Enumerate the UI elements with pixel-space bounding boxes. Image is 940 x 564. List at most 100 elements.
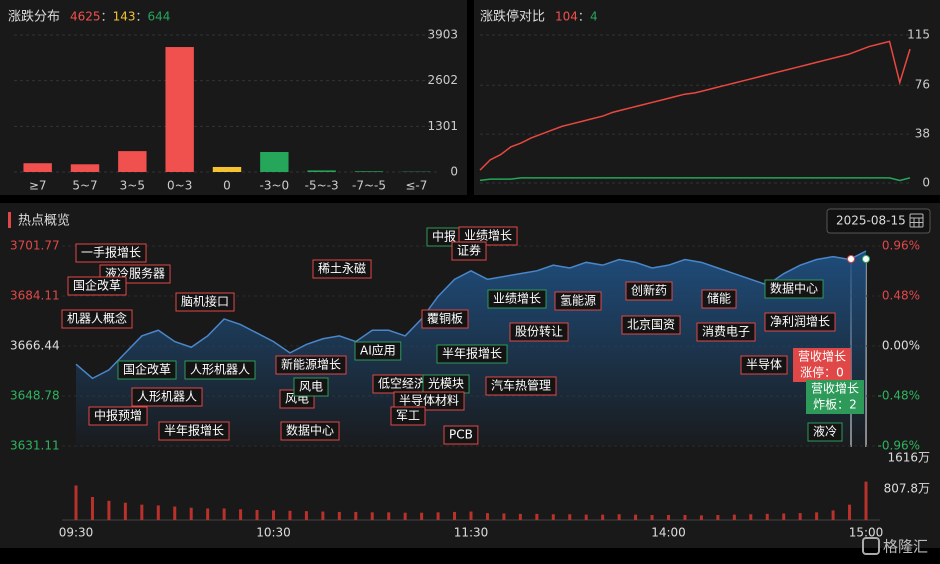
annotation: 半年报增长 xyxy=(442,346,502,361)
volume-bar xyxy=(173,506,177,520)
annotation: 脑机接口 xyxy=(181,294,229,309)
chart-title: 涨跌停对比 xyxy=(480,9,545,25)
separator: ： xyxy=(135,10,147,24)
stat: 104 xyxy=(555,10,578,24)
annotation: 风电 xyxy=(299,380,323,394)
y-tick-label: 1301 xyxy=(427,119,458,133)
annotation-box xyxy=(764,279,824,299)
bar xyxy=(212,166,242,172)
y-tick-label: 3631.11 xyxy=(10,439,60,453)
annotation-box xyxy=(61,309,133,329)
annotation-box xyxy=(554,291,602,311)
volume-bar xyxy=(239,509,243,520)
panel xyxy=(474,0,940,195)
annotation: 汽车热管理 xyxy=(491,378,551,393)
volume-bar xyxy=(716,515,720,520)
chart-title: 热点概览 xyxy=(18,213,70,229)
footer xyxy=(0,548,940,564)
annotation: 一手报增长 xyxy=(81,245,141,260)
annotation: 半导体材料 xyxy=(399,394,459,408)
volume-bar xyxy=(617,514,621,520)
volume-bar xyxy=(420,512,424,520)
volume-bar xyxy=(288,510,292,520)
annotation-box xyxy=(158,421,230,441)
line xyxy=(75,250,867,380)
volume-bar xyxy=(568,514,572,520)
volume-bar xyxy=(206,508,210,520)
y2-tick-label: 0.96% xyxy=(882,239,920,253)
annotation: AI应用 xyxy=(360,343,396,358)
x-tick-label: 5~7 xyxy=(72,179,97,193)
tooltip-text: 炸板：2 xyxy=(813,398,857,412)
volume-tick-label: 1616万 xyxy=(887,451,930,465)
volume-bar xyxy=(189,507,193,520)
volume-bar xyxy=(354,511,358,520)
x-tick-label: -5~-3 xyxy=(305,179,339,193)
annotation: 人形机器人 xyxy=(137,390,197,404)
annotation-box xyxy=(175,292,235,312)
annotation-box xyxy=(696,322,756,342)
stat: 4625 xyxy=(70,10,101,24)
annotation: 军工 xyxy=(396,409,420,423)
volume-bar xyxy=(584,514,588,520)
annotation: 储能 xyxy=(707,291,731,306)
bar xyxy=(70,164,100,172)
bar xyxy=(118,151,147,172)
annotation-box xyxy=(487,289,547,309)
y-tick-label: 3903 xyxy=(427,28,458,42)
line xyxy=(479,40,911,171)
volume-bar xyxy=(90,496,94,520)
volume-bar xyxy=(848,504,852,520)
y2-tick-label: -0.48% xyxy=(878,389,920,403)
tooltip xyxy=(793,348,851,382)
annotation: 半年报增长 xyxy=(164,423,224,438)
annotation-box xyxy=(354,341,402,361)
annotation-box xyxy=(509,322,569,342)
annotation: 半导体 xyxy=(746,358,782,372)
annotation-box xyxy=(293,377,329,397)
x-tick-label: 11:30 xyxy=(454,526,489,540)
annotation: 覆铜板 xyxy=(427,311,463,326)
volume-bar xyxy=(485,513,489,520)
annotation-box xyxy=(443,425,479,445)
date: 2025-08-15 xyxy=(836,214,906,228)
x-tick-label: 3~5 xyxy=(120,179,145,193)
bar xyxy=(260,151,289,172)
volume-bar xyxy=(272,510,275,520)
volume-bar xyxy=(321,511,325,520)
date-picker[interactable] xyxy=(826,208,931,234)
y-tick-label: 3701.77 xyxy=(10,239,60,253)
annotation: 证券 xyxy=(457,243,481,258)
volume-bar xyxy=(469,511,473,520)
cursor-dot xyxy=(847,255,855,263)
annotation-box xyxy=(312,259,372,279)
watermark: 格隆汇 xyxy=(883,538,928,556)
calendar-icon xyxy=(909,213,924,228)
tooltip xyxy=(806,380,864,414)
annotation-box xyxy=(740,355,788,375)
y2-tick-label: 0.00% xyxy=(882,339,920,353)
annotation: 数据中心 xyxy=(770,281,818,296)
x-tick-label: 15:00 xyxy=(849,526,884,540)
bar xyxy=(165,47,194,172)
volume-bar xyxy=(831,510,835,520)
logo-icon xyxy=(862,537,880,555)
bar xyxy=(354,171,384,172)
annotation: 国企改革 xyxy=(73,278,121,293)
annotation-box xyxy=(393,391,465,411)
annotation-box xyxy=(280,421,340,441)
volume-bar xyxy=(370,512,374,520)
annotation-box xyxy=(458,226,518,246)
annotation: 中报 xyxy=(432,229,456,244)
annotation-box xyxy=(421,309,469,329)
cursor-dot xyxy=(862,255,870,263)
annotation-box xyxy=(88,406,148,426)
volume-bar xyxy=(749,514,753,520)
volume-bar xyxy=(798,513,802,520)
y-tick-label: 38 xyxy=(915,127,930,141)
volume-bar xyxy=(535,513,539,520)
chart-title: 涨跌分布 xyxy=(8,9,60,25)
annotation-box xyxy=(75,243,147,263)
volume-bar xyxy=(782,513,786,520)
volume-bar xyxy=(765,513,769,520)
